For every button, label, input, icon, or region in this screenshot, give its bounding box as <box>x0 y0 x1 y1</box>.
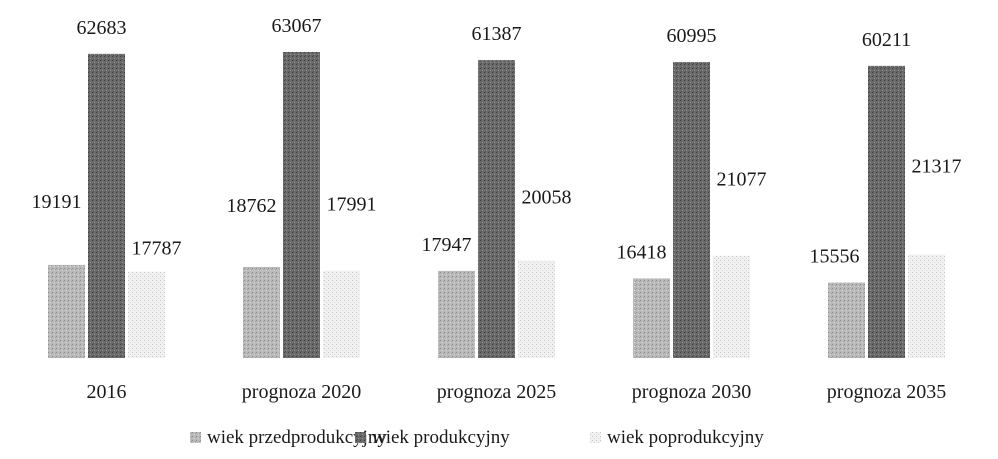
value-label: 17787 <box>132 238 182 260</box>
category-label: prognoza 2030 <box>632 381 751 403</box>
value-label: 21317 <box>912 156 962 178</box>
value-label: 62683 <box>77 17 127 39</box>
value-label: 19191 <box>32 191 82 213</box>
bar-wiek-poprodukcyjny-2 <box>518 260 555 358</box>
value-label: 17947 <box>422 234 472 256</box>
bar-wiek-poprodukcyjny-0 <box>128 271 165 358</box>
category-label: prognoza 2035 <box>827 381 946 403</box>
category-label: prognoza 2020 <box>242 381 361 403</box>
bar-wiek-produkcyjny-3 <box>673 62 710 358</box>
value-label: 15556 <box>810 246 860 268</box>
value-label: 17991 <box>327 194 377 216</box>
legend-label: wiek produkcyjny <box>372 427 510 448</box>
value-label: 18762 <box>227 195 277 217</box>
bar-wiek-poprodukcyjny-3 <box>713 255 750 358</box>
legend-label: wiek przedprodukcyjny <box>207 427 387 448</box>
legend-swatch <box>590 432 601 443</box>
value-label: 61387 <box>472 23 522 45</box>
category-label: prognoza 2025 <box>437 381 556 403</box>
value-label: 60211 <box>862 29 911 51</box>
bar-wiek-poprodukcyjny-1 <box>323 270 360 358</box>
bars-layer <box>48 52 945 359</box>
bar-wiek-przedprodukcyjny-0 <box>48 264 85 358</box>
bar-wiek-produkcyjny-1 <box>283 52 320 358</box>
bar-wiek-produkcyjny-0 <box>88 53 125 359</box>
value-labels-layer: 19191 62683 17787 18762 63067 17991 17947 61387… <box>32 15 962 268</box>
legend-label: wiek poprodukcyjny <box>607 427 764 448</box>
bar-wiek-przedprodukcyjny-3 <box>633 278 670 358</box>
bar-wiek-produkcyjny-4 <box>868 65 905 358</box>
bar-wiek-przedprodukcyjny-1 <box>243 266 280 358</box>
bar-wiek-przedprodukcyjny-4 <box>828 282 865 358</box>
value-label: 21077 <box>717 169 767 191</box>
category-label: 2016 <box>87 381 127 403</box>
bar-wiek-poprodukcyjny-4 <box>908 254 945 358</box>
legend-swatch <box>355 432 366 443</box>
value-label: 20058 <box>522 187 572 209</box>
value-label: 16418 <box>617 241 667 263</box>
bar-wiek-przedprodukcyjny-2 <box>438 270 475 358</box>
category-labels-layer: 2016 prognoza 2020 prognoza 2025 prognoza 2… <box>87 381 947 403</box>
bar-wiek-produkcyjny-2 <box>478 60 515 358</box>
value-label: 63067 <box>272 15 322 37</box>
legend-swatch <box>190 432 201 443</box>
value-label: 60995 <box>667 25 717 47</box>
